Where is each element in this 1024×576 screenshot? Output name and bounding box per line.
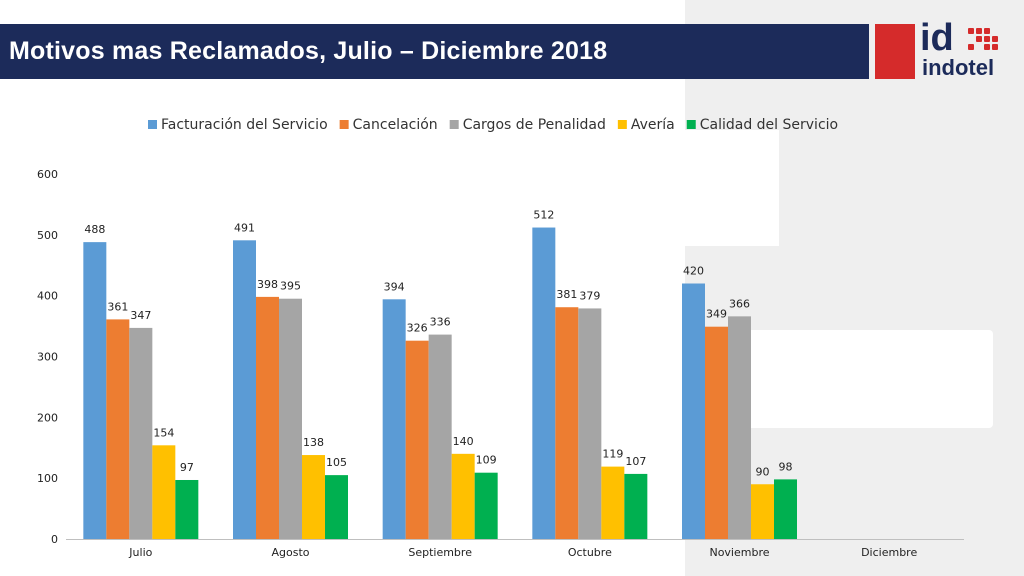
data-label: 366 (729, 297, 750, 310)
x-tick-label: Noviembre (709, 546, 769, 559)
legend-entry: Calidad del Servicio (700, 117, 838, 133)
legend-entry: Facturación del Servicio (161, 117, 328, 133)
legend-swatch (148, 120, 157, 129)
bar (83, 242, 107, 539)
bar (751, 484, 774, 539)
bar (601, 466, 625, 539)
bar (175, 479, 199, 539)
bar (578, 308, 602, 539)
data-label: 512 (533, 209, 554, 222)
data-label: 347 (130, 309, 151, 322)
y-tick-label: 200 (37, 411, 58, 424)
bar (532, 227, 556, 540)
y-axis: 0 100 200 300 400 500 600 (37, 168, 58, 546)
data-label: 491 (234, 221, 255, 234)
data-label: 154 (153, 426, 174, 439)
bar (774, 479, 797, 539)
data-label: 97 (180, 461, 194, 474)
data-label: 138 (303, 436, 324, 449)
bar (555, 307, 579, 539)
legend-swatch (449, 120, 459, 129)
legend-entry: Cancelación (353, 117, 438, 133)
title-bar (0, 24, 869, 79)
legend-entry: Cargos de Penalidad (463, 117, 606, 133)
y-tick-label: 500 (37, 229, 58, 242)
y-tick-label: 0 (51, 533, 58, 546)
y-tick-label: 400 (37, 290, 58, 303)
bar (451, 453, 475, 539)
data-label: 361 (107, 300, 128, 313)
chart-legend: Facturación del Servicio Cancelación Cargo… (148, 117, 838, 133)
x-axis: Julio Agosto Septiembre Octubre Noviembre Dic… (66, 539, 964, 559)
y-tick-label: 100 (37, 472, 58, 485)
data-label: 90 (756, 465, 770, 478)
bar (106, 319, 130, 539)
bar (382, 299, 406, 539)
data-label: 381 (556, 288, 577, 301)
x-tick-label: Julio (128, 546, 152, 559)
legend-swatch (686, 120, 696, 129)
x-tick-label: Octubre (568, 546, 612, 559)
data-label: 105 (326, 456, 347, 469)
y-tick-label: 300 (37, 351, 58, 364)
logo-grid-icon (968, 28, 1000, 56)
bar (428, 334, 452, 539)
data-label: 349 (706, 308, 727, 321)
background-card (725, 330, 993, 428)
bar (325, 475, 348, 539)
bar (405, 340, 429, 539)
bar (624, 473, 648, 539)
bar (279, 298, 302, 539)
logo-mark: id (920, 17, 954, 59)
x-tick-label: Septiembre (408, 546, 472, 559)
data-label: 140 (453, 435, 474, 448)
bar (705, 326, 728, 539)
data-label: 420 (683, 265, 704, 278)
y-tick-label: 600 (37, 168, 58, 181)
x-tick-label: Agosto (271, 546, 309, 559)
bar (682, 283, 705, 539)
data-label: 394 (384, 280, 405, 293)
legend-swatch (339, 120, 349, 129)
bar (233, 240, 256, 539)
data-label: 107 (625, 455, 646, 468)
data-label: 379 (579, 289, 600, 302)
legend-swatch (617, 120, 627, 129)
data-label: 395 (280, 280, 301, 293)
bar (152, 445, 176, 539)
bar (302, 455, 325, 539)
logo-red-block (875, 24, 915, 79)
data-label: 98 (779, 460, 793, 473)
page-title: Motivos mas Reclamados, Julio – Diciembr… (9, 37, 608, 65)
data-label: 336 (430, 316, 451, 329)
bar (256, 296, 279, 539)
data-label: 326 (407, 322, 428, 335)
data-label: 398 (257, 278, 278, 291)
data-label: 488 (84, 223, 105, 236)
legend-entry: Avería (631, 117, 675, 133)
bar (474, 472, 498, 539)
logo-name: indotel (922, 55, 995, 80)
x-tick-label: Diciembre (861, 546, 917, 559)
bar (129, 327, 153, 539)
bar (728, 316, 751, 539)
data-label: 109 (476, 454, 497, 467)
data-label: 119 (602, 448, 623, 461)
background-card (685, 130, 779, 246)
